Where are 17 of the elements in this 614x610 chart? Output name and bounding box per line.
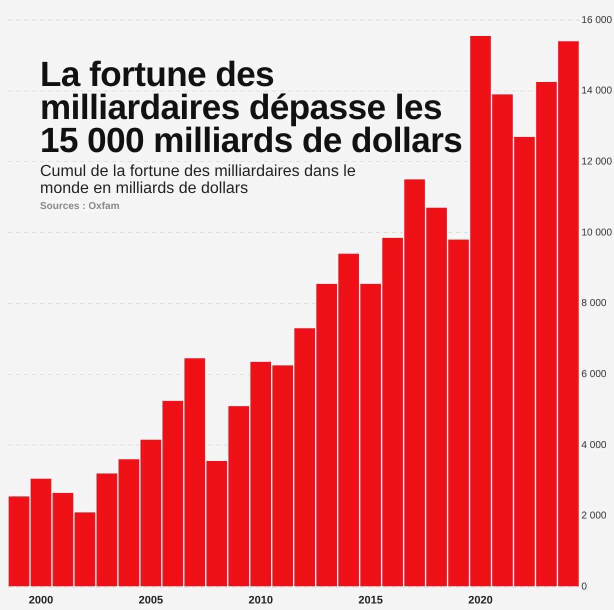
- y-tick-label: 14 000: [581, 86, 612, 97]
- y-tick-label: 16 000: [581, 14, 612, 26]
- y-tick-label: 10 000: [581, 227, 612, 238]
- x-tick-label: 2005: [138, 594, 164, 606]
- annotation: Sources : Oxfam: [40, 201, 120, 212]
- text: La fortune des milliardaires dépasse les 15 000 milliards de dollars: [40, 55, 464, 160]
- x-tick-label: 2000: [28, 594, 54, 606]
- x-tick-label: 2010: [248, 594, 273, 606]
- y-tick-label: 0: [581, 582, 588, 593]
- x-tick-label: 2020: [468, 594, 493, 606]
- text: Cumul de la fortune des milliardaires dans le monde en milliards de dollars: [40, 163, 357, 197]
- y-tick-label: 2 000: [581, 510, 607, 522]
- y-tick-label: 6 000: [581, 369, 607, 380]
- x-tick-label: 2015: [358, 594, 383, 606]
- y-tick-label: 8 000: [581, 298, 607, 310]
- y-tick-label: 4 000: [581, 440, 607, 451]
- y-tick-label: 12 000: [581, 156, 612, 168]
